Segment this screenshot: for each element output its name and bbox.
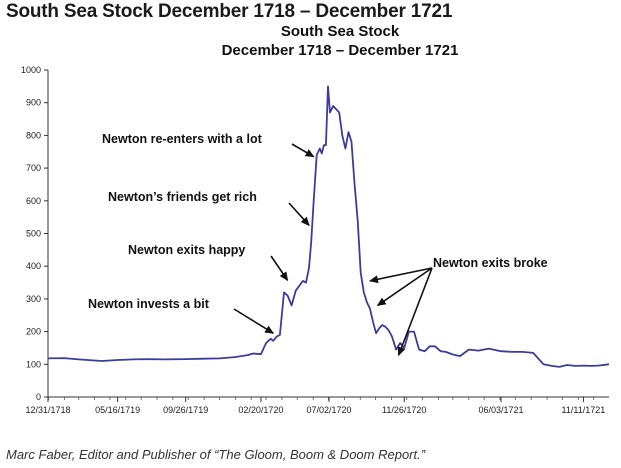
- annotation-arrow: [376, 267, 433, 307]
- x-tick-label: 07/02/1720: [306, 405, 351, 415]
- x-tick-label: 06/03/1721: [478, 405, 523, 415]
- x-tick-label: 09/26/1719: [163, 405, 208, 415]
- y-tick-label: 400: [26, 261, 41, 271]
- annotation-arrow: [270, 255, 289, 282]
- line-chart: 0 100 200 300 400 500 600 700 800 900 1000 12/31/17…: [21, 65, 610, 415]
- y-tick-label: 200: [26, 327, 41, 337]
- footer-caption: Marc Faber, Editor and Publisher of “The…: [6, 447, 426, 462]
- x-tick-label: 05/16/1719: [95, 405, 140, 415]
- page-heading: South Sea Stock December 1718 – December…: [6, 1, 453, 22]
- y-tick-label: 1000: [21, 65, 41, 75]
- price-line: [47, 85, 610, 368]
- y-tick-label: 500: [26, 229, 41, 239]
- annotation-arrow: [288, 202, 310, 227]
- y-tick-label: 600: [26, 196, 41, 206]
- y-tick-label: 700: [26, 163, 41, 173]
- annotation-label: Newton exits broke: [433, 256, 548, 270]
- annotation-arrow: [368, 267, 433, 284]
- x-tick-label: 02/20/1720: [238, 405, 283, 415]
- annotation-arrow: [291, 143, 315, 158]
- annotation-label: Newton exits happy: [128, 243, 245, 257]
- x-tick-label: 12/31/1718: [25, 405, 70, 415]
- chart-title-line-2: December 1718 – December 1721: [221, 42, 459, 59]
- y-tick-label: 0: [36, 392, 41, 402]
- y-tick-label: 300: [26, 294, 41, 304]
- y-tick-label: 100: [26, 359, 41, 369]
- x-tick-label: 11/26/1720: [382, 405, 426, 415]
- annotation-label: Newton re-enters with a lot: [102, 132, 263, 146]
- y-tick-label: 900: [26, 98, 41, 108]
- y-tick-label: 800: [26, 130, 41, 140]
- annotation-label: Newton invests a bit: [88, 297, 210, 311]
- chart-title-line-1: South Sea Stock: [280, 23, 400, 40]
- annotation-arrow: [233, 308, 275, 334]
- x-tick-label: 11/11/1721: [562, 405, 606, 415]
- annotation-arrow: [397, 267, 433, 357]
- annotation-label: Newton’s friends get rich: [108, 190, 257, 204]
